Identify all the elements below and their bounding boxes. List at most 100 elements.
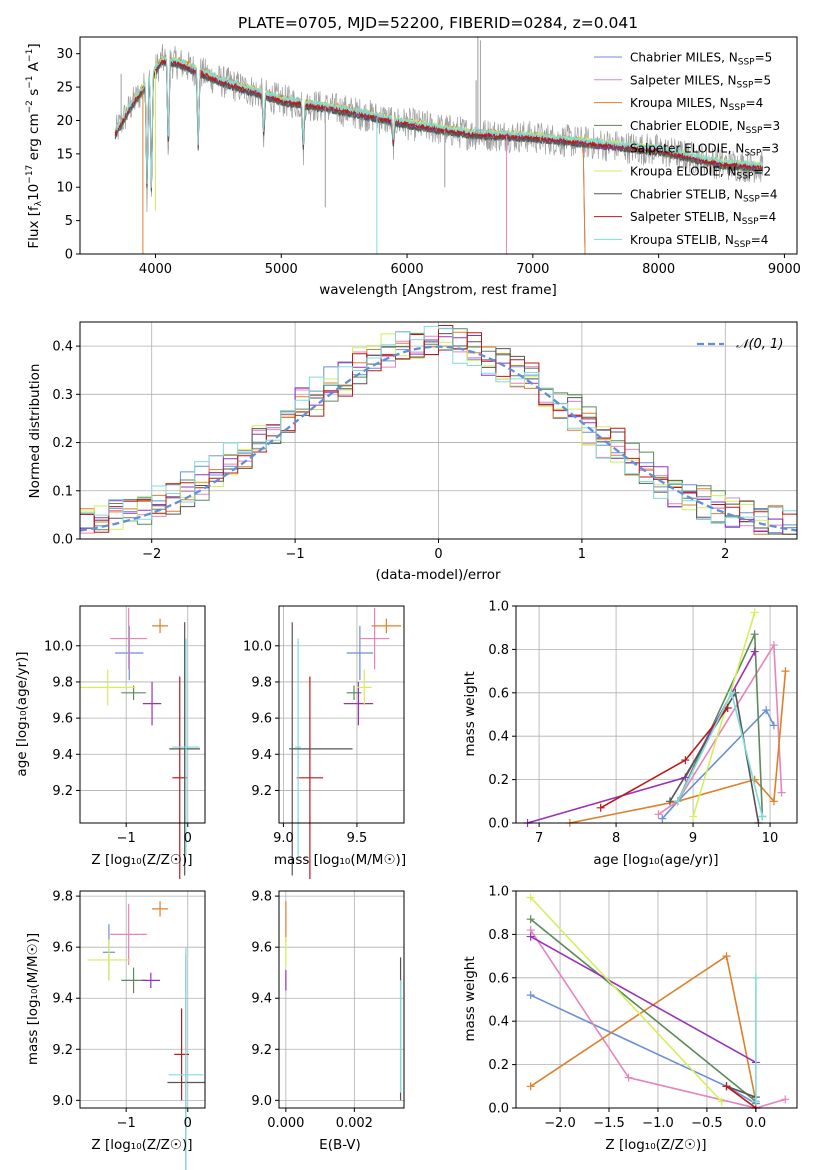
plus-marker (526, 893, 535, 902)
x-tick-label: 0.002 (336, 1116, 373, 1131)
x-tick-label: 6000 (391, 262, 424, 277)
mass-vs-EBV-grid (279, 891, 404, 1108)
errorbar-chabrier-miles (115, 625, 144, 681)
errorbar-salpeter-stelib (296, 676, 324, 880)
errorbar-kroupa-miles (371, 618, 402, 634)
y-tick-label: 9.2 (52, 1043, 73, 1058)
massweight-vs-Z-axes-frame (515, 890, 798, 1109)
legend-suffix: =5 (753, 73, 771, 87)
mass-vs-Z-xlabel: Z [log₁₀(Z/Z☉)] (91, 1137, 192, 1153)
x-tick-label: 9.0 (273, 831, 294, 846)
plus-marker (750, 608, 759, 617)
series-line (530, 896, 723, 1103)
y-tick-label: 9.8 (251, 890, 272, 905)
y-tick-label: 0.8 (488, 643, 509, 658)
age-vs-Z-ticks: −1 0 9.2 9.4 9.6 9.8 10.0 (44, 639, 192, 846)
plus-marker (722, 1082, 731, 1091)
errorbar-salpeter-miles (110, 903, 148, 966)
legend-sub: SSP (744, 149, 761, 159)
errorbar-salpeter-stelib (172, 676, 188, 880)
legend-suffix: =3 (762, 119, 780, 133)
x-tick-label: 10 (762, 831, 779, 846)
errorbar-salpeter-elodie (141, 972, 161, 989)
residual-histogram-kroupa-stelib (80, 325, 797, 524)
age-vs-Z-axes-frame (79, 605, 206, 824)
y-tick-label: 0.6 (488, 971, 509, 986)
residuals-histograms (80, 325, 797, 535)
y-tick-label: 9.0 (251, 1094, 272, 1109)
massweight-vs-age-xlabel: age [log₁₀(age/yr)] (593, 852, 718, 868)
errorbar-kroupa-miles (152, 901, 169, 917)
plus-marker (526, 991, 535, 1000)
y-tick-label: 9.6 (251, 941, 272, 956)
y-tick-label: 9.8 (251, 675, 272, 690)
legend-entry-chabrier-miles: Chabrier MILES, NSSP=5 (630, 51, 772, 68)
legend-text: Kroupa ELODIE, N (630, 165, 737, 179)
legend-entry-salpeter-stelib: Salpeter STELIB, NSSP=4 (630, 210, 776, 227)
errorbar-salpeter-elodie (343, 681, 374, 726)
series-kroupa-elodie (526, 893, 726, 1106)
x-tick-label: −2 (142, 547, 161, 562)
y-tick-label: 0.4 (488, 1015, 509, 1030)
y-tick-label: 30 (56, 47, 73, 62)
y-tick-label: 0.0 (488, 1102, 509, 1117)
legend-text: Salpeter MILES, N (630, 73, 737, 87)
legend-sub: SSP (729, 103, 746, 113)
series-salpeter-elodie (526, 932, 760, 1067)
y-tick-label: 9.6 (251, 712, 272, 727)
series-line (527, 651, 756, 824)
y-tick-label: 10 (56, 181, 73, 196)
plus-marker (769, 721, 778, 730)
series-line (661, 708, 775, 820)
massweight-vs-Z-xlabel: Z [log₁₀(Z/Z☉)] (605, 1137, 706, 1153)
age-vs-mass-xlabel: mass [log₁₀(M/M☉)] (274, 852, 406, 868)
x-tick-label: −1.5 (593, 1116, 625, 1131)
plus-marker (781, 667, 790, 676)
y-tick-label: 9.4 (52, 992, 73, 1007)
spectrum-panel: Chabrier MILES, NSSP=5 Salpeter MILES, N S… (25, 36, 801, 298)
y-tick-label: 5 (65, 214, 73, 229)
massweight-vs-age-lines (523, 608, 790, 827)
errorbar-chabrier-elodie (121, 685, 146, 701)
age-vs-Z-errorbars (80, 607, 201, 880)
plus-marker (769, 641, 778, 650)
figure-title: PLATE=0705, MJD=52200, FIBERID=0284, z=0… (238, 14, 638, 32)
y-tick-label: 0 (65, 248, 73, 263)
series-line (530, 935, 757, 1064)
plus-marker (624, 1073, 633, 1082)
plus-marker (526, 915, 535, 924)
x-tick-label: 7000 (516, 262, 549, 277)
plus-marker (681, 756, 690, 765)
series-kroupa-stelib (673, 688, 767, 821)
y-tick-label: 9.2 (251, 784, 272, 799)
y-tick-label: 9.2 (251, 1043, 272, 1058)
mass-vs-Z-ylabel: mass [log₁₀(M/M☉)] (25, 933, 41, 1065)
x-tick-label: 1 (578, 547, 586, 562)
legend-sub: SSP (746, 126, 763, 136)
y-tick-label: 0.1 (52, 484, 73, 499)
massweight-vs-Z-panel: −2.0 −1.5 −1.0 −0.5 0.0 0.0 0.2 0.4 0.6 0.8 1.0 Z … (462, 885, 798, 1153)
legend-text: Kroupa MILES, N (630, 96, 729, 110)
x-tick-label: 0 (434, 547, 442, 562)
legend-suffix: =4 (760, 187, 778, 201)
errorbar-kroupa-stelib (168, 947, 204, 1170)
mass-vs-Z-ticks: −1 0 9.0 9.2 9.4 9.6 9.8 (52, 890, 192, 1131)
legend-text: Salpeter ELODIE, N (630, 142, 744, 156)
errorbar-kroupa-miles (152, 618, 169, 634)
legend-text: Chabrier STELIB, N (630, 187, 743, 201)
legend-text: Chabrier ELODIE, N (630, 119, 746, 133)
legend-suffix: =5 (755, 51, 773, 65)
age-vs-Z-panel: −1 0 9.2 9.4 9.6 9.8 10.0 Z [log₁₀(Z/Z☉)] age … (14, 605, 206, 880)
plus-marker (689, 812, 698, 821)
series-kroupa-stelib (751, 973, 760, 1106)
legend-suffix: =4 (751, 233, 769, 247)
y-tick-label: 9.8 (52, 675, 73, 690)
legend-entry-kroupa-miles: Kroupa MILES, NSSP=4 (630, 96, 763, 113)
mass-vs-EBV-ticks: 0.000 0.002 9.0 9.2 9.4 9.6 9.8 (251, 890, 373, 1131)
mass-vs-Z-grid (80, 891, 205, 1108)
x-tick-label: −1 (117, 831, 136, 846)
age-vs-mass-axes-frame (278, 605, 405, 824)
plus-marker (723, 703, 732, 712)
massweight-vs-Z-lines (526, 893, 790, 1112)
plus-marker (654, 810, 663, 819)
